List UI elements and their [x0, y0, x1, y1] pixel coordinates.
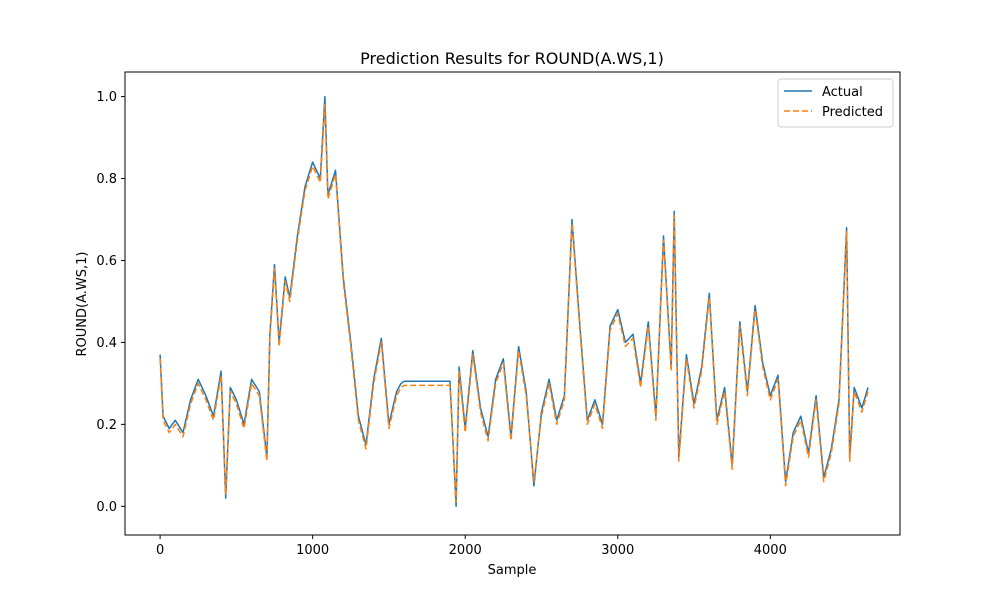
y-tick-label: 0.8 [96, 172, 117, 187]
chart-title: Prediction Results for ROUND(A.WS,1) [360, 49, 664, 68]
series-layer [159, 95, 869, 508]
ticks-layer: 0 1000 2000 3000 4000 0.0 0.2 0.4 0.6 0.8 1.0 [96, 90, 787, 558]
y-tick-label: 0.4 [96, 336, 117, 351]
y-tick-label: 0.2 [96, 418, 117, 433]
x-tick-label: 3000 [601, 543, 634, 558]
legend-actual-label: Actual [822, 85, 863, 100]
x-tick-label: 2000 [449, 543, 482, 558]
y-tick-label: 0.6 [96, 254, 117, 269]
x-tick-label: 4000 [754, 543, 787, 558]
legend-predicted-label: Predicted [822, 105, 883, 120]
y-tick-label: 1.0 [96, 90, 117, 105]
y-tick-label: 0.0 [96, 500, 117, 515]
y-axis-label: ROUND(A.WS,1) [75, 252, 90, 357]
series-line-actual [159, 95, 869, 508]
legend: Actual Predicted [777, 78, 894, 128]
series-line-predicted [159, 104, 869, 503]
x-tick-label: 1000 [296, 543, 329, 558]
plot-area-frame [124, 71, 901, 536]
x-axis-label: Sample [488, 563, 537, 578]
x-tick-label: 0 [156, 543, 164, 558]
